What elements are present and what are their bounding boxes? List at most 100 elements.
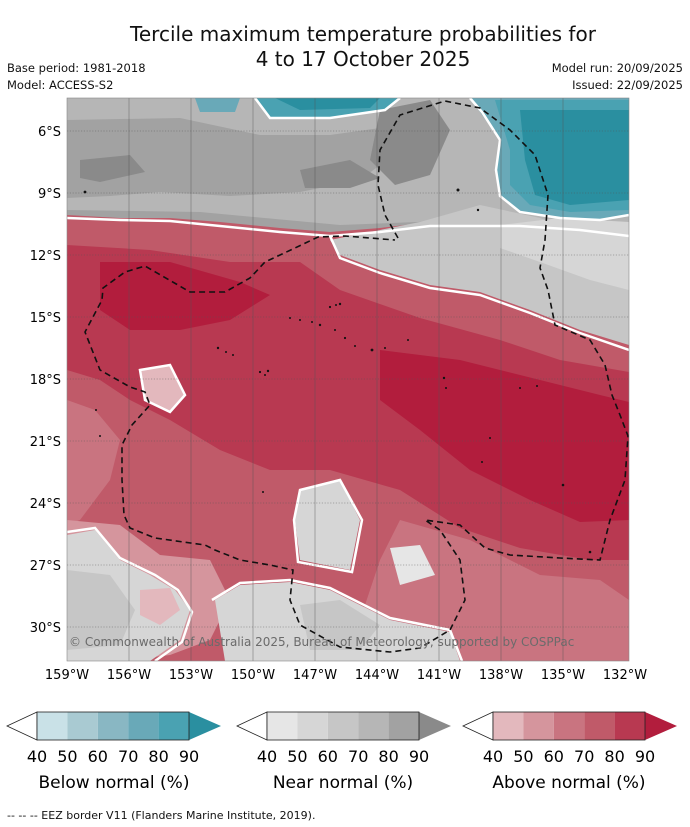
legend-below-frame	[36, 711, 190, 741]
lat-tick: 12°S	[30, 249, 61, 264]
legend-tick: 80	[378, 747, 398, 766]
near-normal-south-inner	[300, 600, 380, 650]
lon-tick: 138°W	[479, 668, 523, 683]
tercile-boundary-east	[328, 235, 629, 352]
below-normal-nw-patch	[195, 98, 240, 112]
longitude-axis: 159°W 156°W 153°W 150°W 147°W 144°W 141°…	[45, 668, 647, 683]
chart-title: Tercile maximum temperature probabilitie…	[0, 22, 690, 72]
graticule	[67, 130, 629, 628]
issued-date: Issued: 22/09/2025	[572, 78, 683, 92]
legend-near-arrow-left	[236, 711, 268, 741]
legend-below-swatch	[37, 712, 68, 740]
legend-above-frame	[492, 711, 646, 741]
legend-tick: 50	[57, 747, 77, 766]
lat-tick: 15°S	[30, 311, 61, 326]
model-info: Base period: 1981-2018 Model: ACCESS-S2	[7, 60, 146, 94]
legend-near-swatch	[327, 712, 359, 740]
latitude-axis: 6°S 9°S 12°S 15°S 18°S 21°S 24°S 27°S 30…	[30, 125, 61, 636]
legend-tick: 50	[287, 747, 307, 766]
tercile-boundary-sw	[67, 526, 194, 661]
legend-above-normal: 40 50 60 70 80 90 Above normal (%)	[462, 711, 677, 793]
near-normal-south-blob	[295, 480, 360, 570]
legend-above-arrow-right	[645, 712, 677, 740]
title-line-2: 4 to 17 October 2025	[255, 47, 471, 71]
legend-below-swatch	[67, 712, 98, 740]
base-period: Base period: 1981-2018	[7, 61, 146, 75]
legend-tick: 40	[27, 747, 47, 766]
copyright-notice: © Commonwealth of Australia 2025, Bureau…	[69, 635, 574, 649]
above-normal-west-patch	[140, 365, 185, 412]
above-normal-90-west	[100, 262, 270, 330]
below-normal-north-core	[275, 98, 380, 110]
tercile-boundary-ne	[469, 98, 629, 222]
near-normal-sw-inner	[67, 570, 135, 650]
title-line-1: Tercile maximum temperature probabilitie…	[130, 22, 596, 46]
legend-near-arrow-right	[419, 712, 451, 740]
above-normal-60-west	[67, 400, 120, 525]
legend-near-swatch	[297, 712, 328, 740]
lat-tick: 21°S	[30, 435, 61, 450]
below-normal-ne-core	[520, 110, 629, 205]
legend-tick: 90	[635, 747, 655, 766]
legends: 40 50 60 70 80 90 Below normal (%) 40 50…	[6, 711, 677, 793]
lon-tick: 144°W	[355, 668, 399, 683]
legend-above-label: Above normal (%)	[492, 773, 645, 793]
legend-tick: 70	[574, 747, 594, 766]
legend-near-swatch	[267, 712, 298, 740]
legend-above-swatch	[493, 712, 524, 740]
islands	[83, 188, 592, 554]
legend-above-swatch	[614, 712, 645, 740]
legend-below-normal: 40 50 60 70 80 90 Below normal (%)	[6, 711, 221, 793]
lon-tick: 132°W	[603, 668, 647, 683]
legend-tick: 50	[513, 747, 533, 766]
tercile-boundary-south-blob	[292, 478, 364, 574]
legend-near-frame	[266, 711, 420, 741]
lat-tick: 27°S	[30, 559, 61, 574]
map-area: © Commonwealth of Australia 2025, Bureau…	[67, 98, 629, 661]
legend-below-swatch	[128, 712, 159, 740]
legend-near-swatch	[388, 712, 419, 740]
legend-below-swatch	[158, 712, 189, 740]
legend-below-label: Below normal (%)	[39, 773, 190, 793]
legend-near-label: Near normal (%)	[273, 773, 413, 793]
legend-tick: 80	[148, 747, 168, 766]
above-normal-sw-patch	[140, 588, 180, 625]
model-name: Model: ACCESS-S2	[7, 78, 114, 92]
legend-tick: 40	[257, 747, 277, 766]
legend-below-swatch	[97, 712, 129, 740]
legend-near-normal: 40 50 60 70 80 90 Near normal (%)	[236, 711, 451, 793]
legend-above-swatch	[584, 712, 615, 740]
lat-tick: 30°S	[30, 621, 61, 636]
lon-tick: 156°W	[107, 668, 151, 683]
legend-near-swatch	[358, 712, 389, 740]
legend-tick: 90	[409, 747, 429, 766]
legend-above-swatch	[523, 712, 554, 740]
lon-tick: 150°W	[231, 668, 275, 683]
lon-tick: 159°W	[45, 668, 89, 683]
near-normal-dark-patch-2	[300, 160, 380, 188]
near-normal-east-light	[500, 218, 629, 290]
near-normal-dark-patch-3	[370, 100, 450, 185]
legend-tick: 60	[88, 747, 108, 766]
legend-tick: 90	[179, 747, 199, 766]
lon-tick: 147°W	[293, 668, 337, 683]
legend-tick: 40	[483, 747, 503, 766]
graticule-meridians	[128, 98, 564, 661]
run-info: Model run: 20/09/2025 Issued: 22/09/2025	[552, 60, 683, 94]
eez-footnote: -- -- -- EEZ border V11 (Flanders Marine…	[7, 809, 316, 822]
legend-above-swatch	[553, 712, 585, 740]
lat-tick: 9°S	[38, 187, 61, 202]
lon-tick: 135°W	[541, 668, 585, 683]
tercile-boundary-north-patch	[254, 98, 401, 120]
lon-tick: 153°W	[169, 668, 213, 683]
model-run: Model run: 20/09/2025	[551, 61, 683, 75]
eez-borders	[84, 100, 629, 653]
legend-tick: 60	[318, 747, 338, 766]
lon-tick: 141°W	[417, 668, 461, 683]
legend-tick: 80	[604, 747, 624, 766]
legend-below-arrow-left	[6, 711, 38, 741]
above-normal-90-east	[380, 350, 629, 522]
legend-tick: 70	[118, 747, 138, 766]
legend-below-arrow-right	[189, 712, 221, 740]
